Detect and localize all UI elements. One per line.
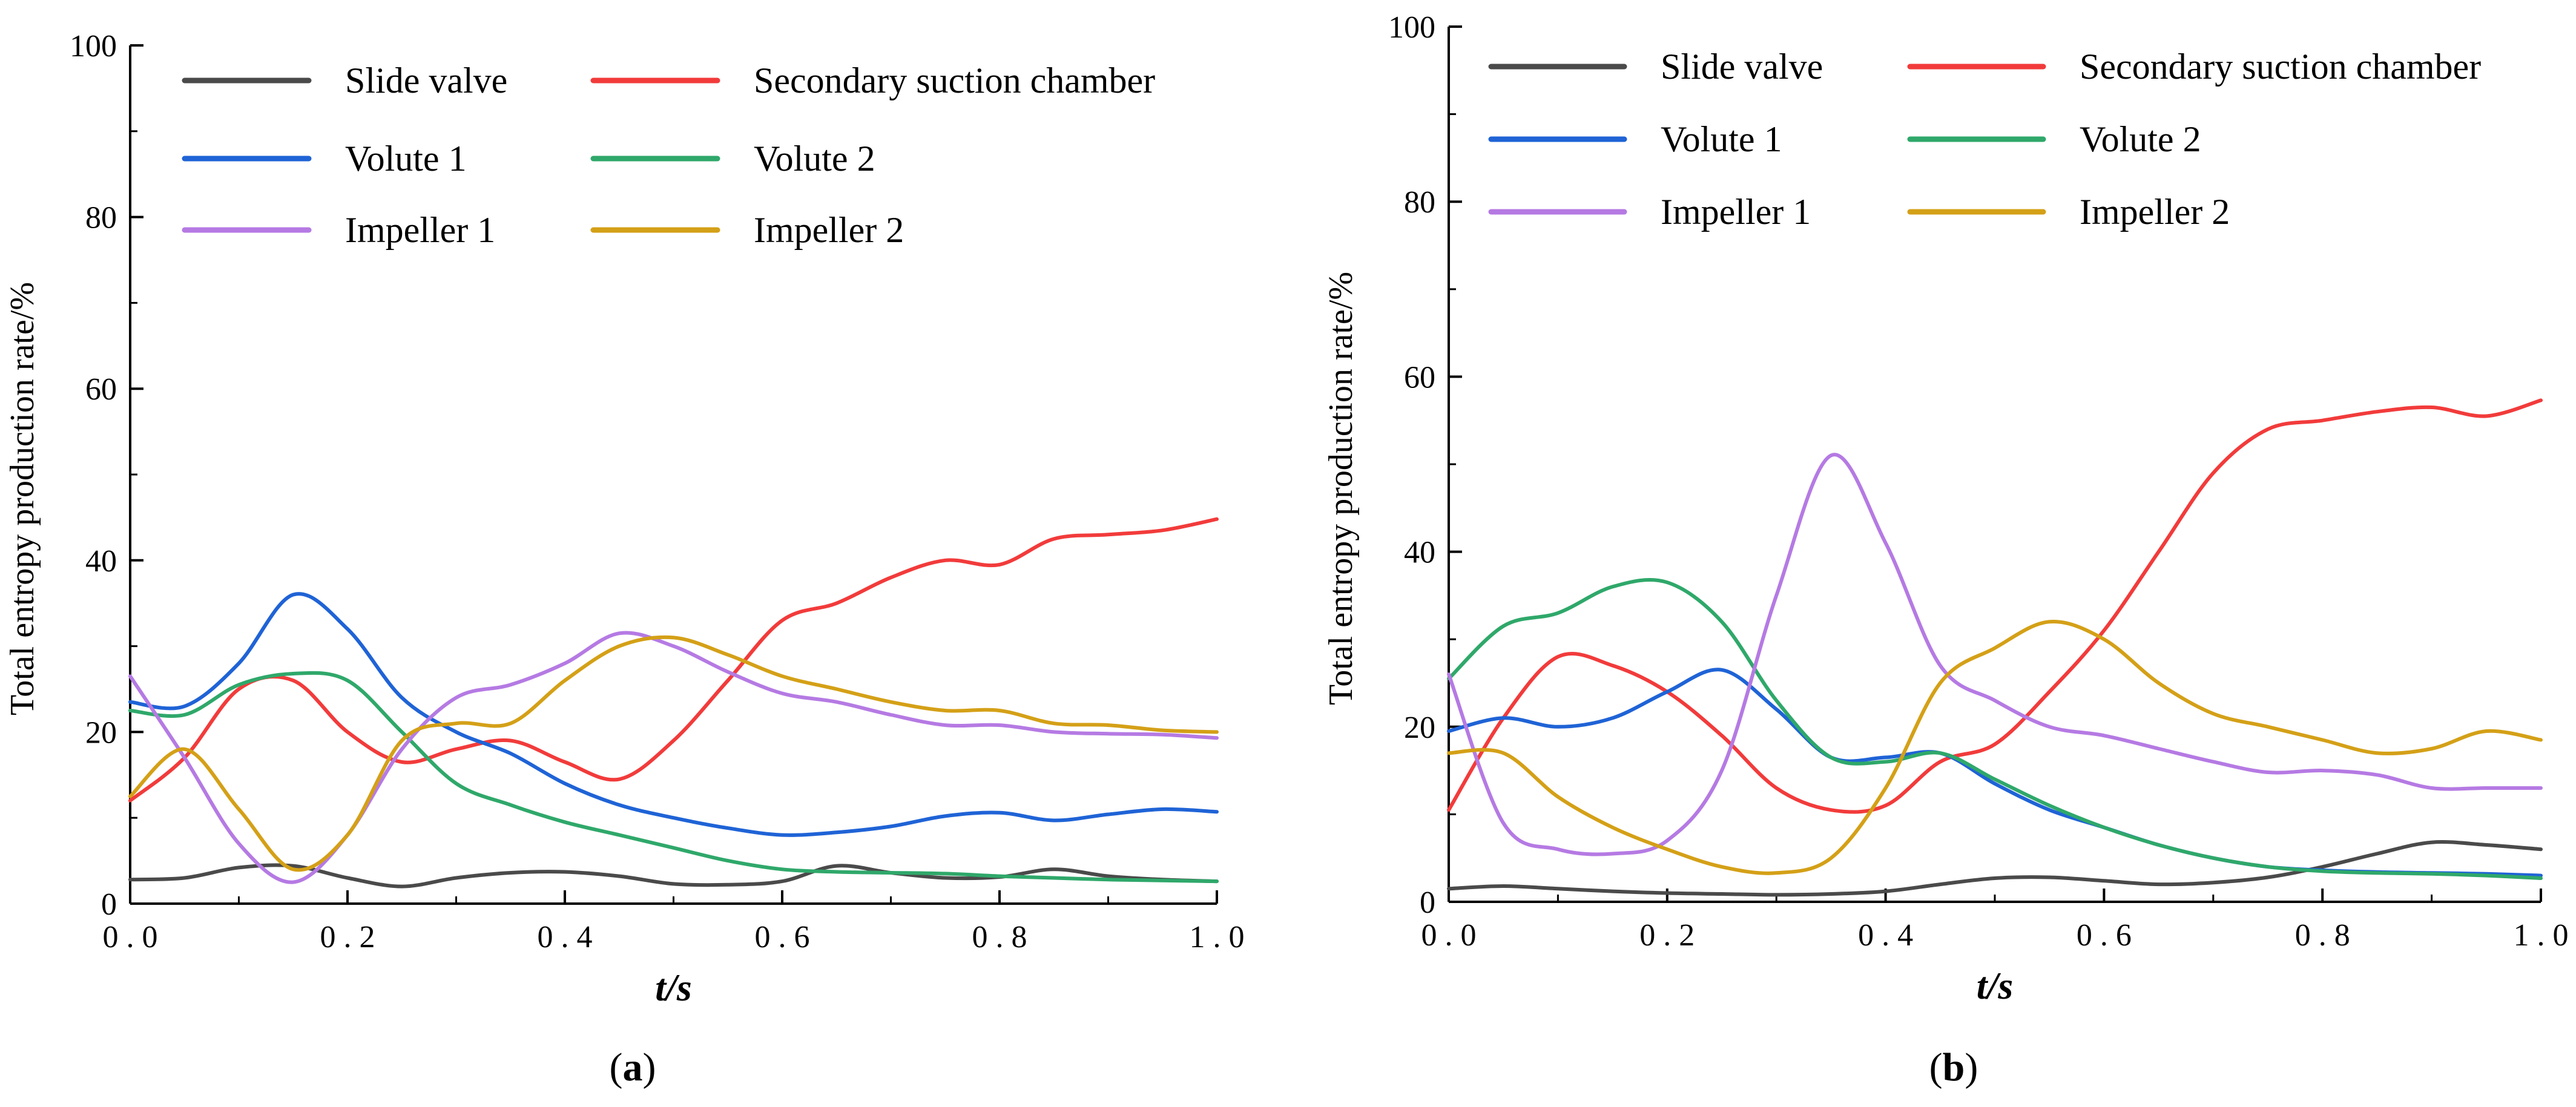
legend-label: Secondary suction chamber <box>754 61 1155 100</box>
series-line-secondary-suction-chamber <box>128 517 1219 803</box>
y-tick-label: 40 <box>1404 536 1435 570</box>
series-line-impeller-1 <box>1447 453 2543 856</box>
y-tick-label: 100 <box>70 29 117 64</box>
chart-panel-a: 0 20 40 60 80 100 0 . 0 0 . 2 0 . 4 0 . 6 0 . 8 1 .… <box>4 29 1245 1089</box>
x-tick-label: 0 . 8 <box>2295 918 2350 953</box>
legend-label: Volute 1 <box>345 139 467 179</box>
legend-label: Secondary suction chamber <box>2080 47 2481 87</box>
legend-label: Volute 2 <box>2080 119 2201 159</box>
y-axis-label: Total entropy production rate/% <box>4 282 41 715</box>
legend-label: Volute 2 <box>754 139 875 179</box>
x-axis-label: t/s <box>655 966 691 1009</box>
x-tick-label: 1 . 0 <box>2514 918 2569 953</box>
legend-label: Impeller 2 <box>2080 192 2230 232</box>
series-line-impeller-2 <box>1447 620 2543 875</box>
legend-label: Impeller 1 <box>1661 192 1811 232</box>
series-line-volute-1 <box>128 592 1219 837</box>
x-tick-label: 0 . 0 <box>1421 918 1477 953</box>
panel-label: (a) <box>610 1045 656 1089</box>
series-line-impeller-2 <box>128 635 1219 872</box>
x-tick-label: 0 . 2 <box>1639 918 1695 953</box>
legend-label: Impeller 1 <box>345 210 495 250</box>
x-tick-label: 0 . 4 <box>538 920 593 954</box>
legend-label: Slide valve <box>345 61 507 100</box>
x-tick-label: 1 . 0 <box>1190 920 1245 954</box>
y-tick-label: 80 <box>1404 185 1435 220</box>
y-tick-label: 20 <box>1404 711 1435 745</box>
y-tick-label: 40 <box>85 544 117 579</box>
x-tick-label: 0 . 8 <box>972 920 1027 954</box>
x-tick-label: 0 . 4 <box>1858 918 1913 953</box>
x-axis-label: t/s <box>1977 964 2013 1007</box>
series-line-volute-2 <box>1447 577 2543 880</box>
y-tick-label: 60 <box>1404 360 1435 395</box>
series-line-slide-valve <box>1447 840 2543 897</box>
y-tick-label: 0 <box>1420 885 1435 920</box>
x-tick-label: 0 . 2 <box>320 920 375 954</box>
chart-panel-b: 0 20 40 60 80 100 0 . 0 0 . 2 0 . 4 0 . 6 0 . 8 1 .… <box>1322 10 2569 1089</box>
x-tick-label: 0 . 0 <box>103 920 158 954</box>
y-tick-label: 20 <box>85 715 117 750</box>
legend-label: Slide valve <box>1661 47 1823 87</box>
y-tick-label: 100 <box>1388 10 1435 45</box>
x-tick-label: 0 . 6 <box>755 920 810 954</box>
legend-label: Impeller 2 <box>754 210 904 250</box>
y-axis-label: Total entropy production rate/% <box>1322 272 1360 705</box>
legend-label: Volute 1 <box>1661 119 1782 159</box>
series-line-impeller-1 <box>128 631 1219 884</box>
x-tick-label: 0 . 6 <box>2077 918 2132 953</box>
y-tick-label: 0 <box>101 887 117 922</box>
panel-label: (b) <box>1929 1045 1978 1089</box>
y-tick-label: 80 <box>85 201 117 235</box>
y-tick-label: 60 <box>85 372 117 407</box>
series-line-secondary-suction-chamber <box>1447 398 2543 814</box>
series-line-volute-2 <box>128 671 1219 884</box>
